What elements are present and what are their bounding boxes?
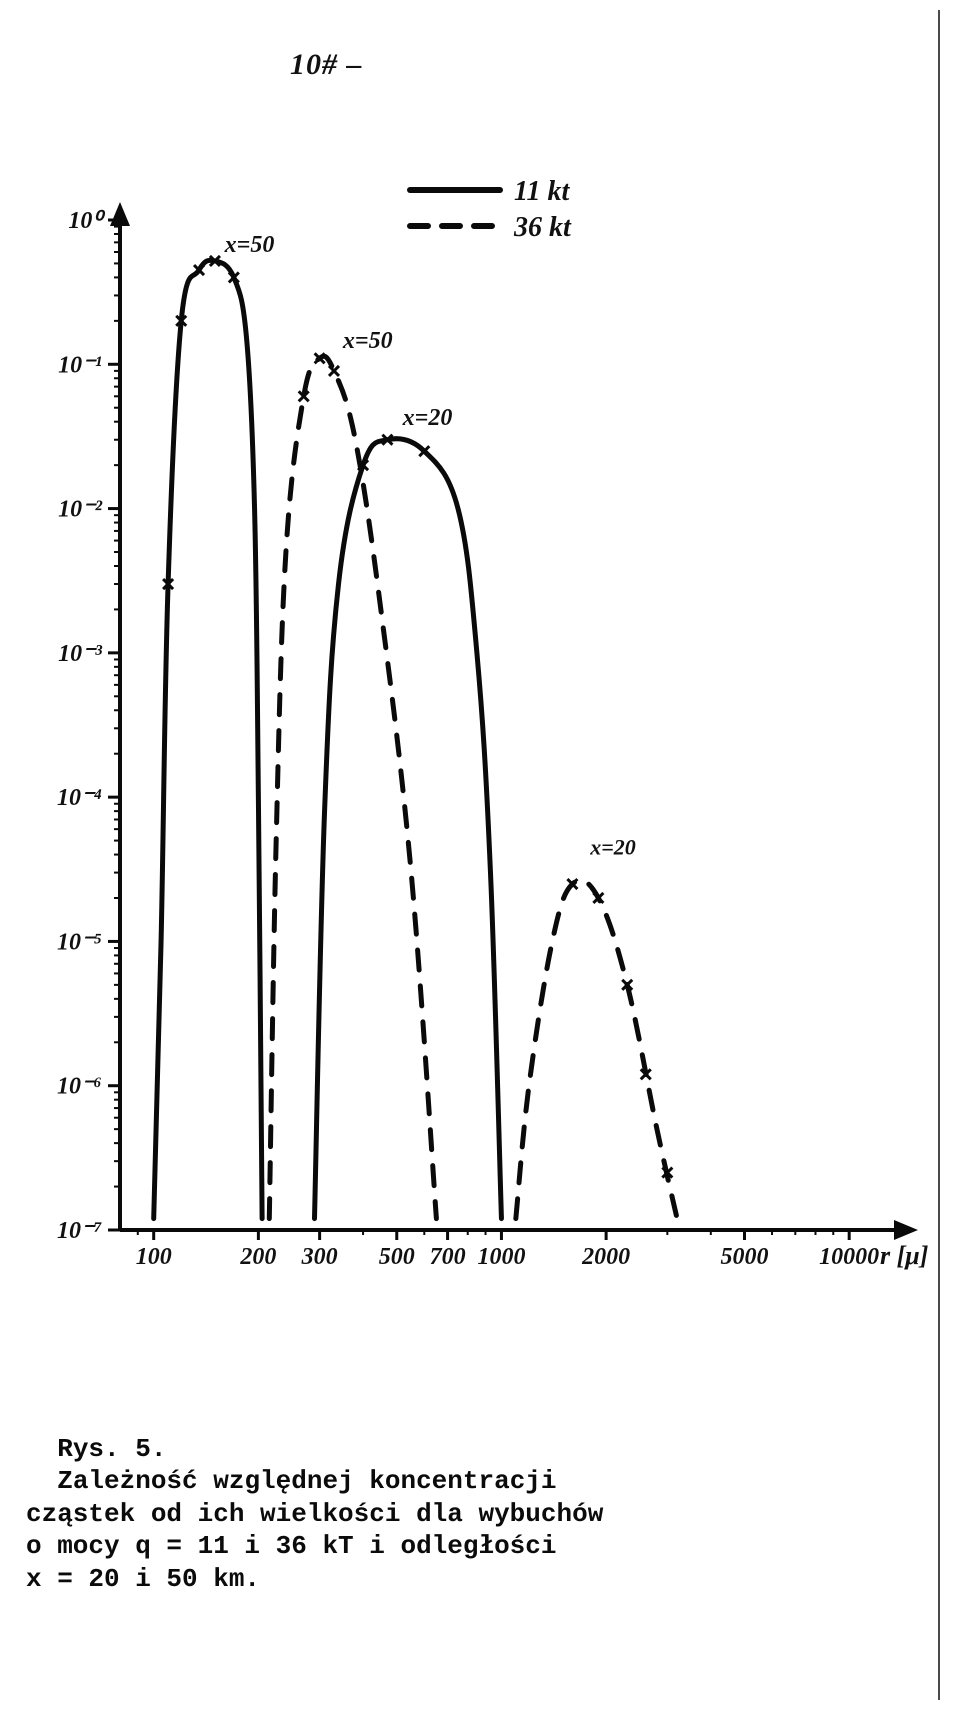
caption-label: Rys. 5. — [57, 1434, 166, 1464]
page-edge-rule — [938, 10, 940, 1700]
svg-text:36 kt: 36 kt — [513, 212, 572, 243]
svg-text:x=50: x=50 — [224, 232, 275, 258]
svg-text:10⁻²: 10⁻² — [58, 497, 103, 523]
page-number: 10# – — [290, 48, 363, 82]
svg-text:200: 200 — [239, 1244, 276, 1270]
svg-text:10000: 10000 — [819, 1244, 879, 1270]
svg-text:10⁻⁴: 10⁻⁴ — [57, 785, 102, 811]
svg-text:1000: 1000 — [477, 1244, 525, 1270]
svg-text:10⁻⁵: 10⁻⁵ — [57, 929, 102, 955]
svg-text:10⁻⁶: 10⁻⁶ — [57, 1074, 102, 1100]
svg-text:700: 700 — [430, 1244, 466, 1270]
concentration-chart: 10⁻⁷ 10⁻⁶ 10⁻⁵ 10⁻⁴ 10⁻³ 10⁻² 10⁻¹ 10⁰ 100 200 300… — [30, 180, 930, 1330]
svg-text:10⁻¹: 10⁻¹ — [58, 352, 102, 378]
svg-text:x=20: x=20 — [402, 405, 453, 431]
svg-text:100: 100 — [136, 1244, 172, 1270]
svg-text:11 kt: 11 kt — [514, 180, 570, 207]
svg-text:10⁰: 10⁰ — [68, 208, 106, 234]
svg-text:x=20: x=20 — [589, 835, 636, 860]
svg-text:2000: 2000 — [581, 1244, 630, 1270]
svg-text:10⁻⁷: 10⁻⁷ — [57, 1218, 103, 1244]
svg-text:300: 300 — [301, 1244, 338, 1270]
figure-caption: Rys. 5. Zależność względnej koncentracji… — [26, 1400, 806, 1595]
svg-text:10⁻³: 10⁻³ — [58, 641, 103, 667]
svg-text:5000: 5000 — [721, 1244, 769, 1270]
caption-text: Zależność względnej koncentracji cząstek… — [26, 1466, 603, 1594]
svg-text:500: 500 — [379, 1244, 415, 1270]
svg-text:r [μ]: r [μ] — [880, 1241, 928, 1270]
svg-text:x=50: x=50 — [342, 328, 393, 354]
